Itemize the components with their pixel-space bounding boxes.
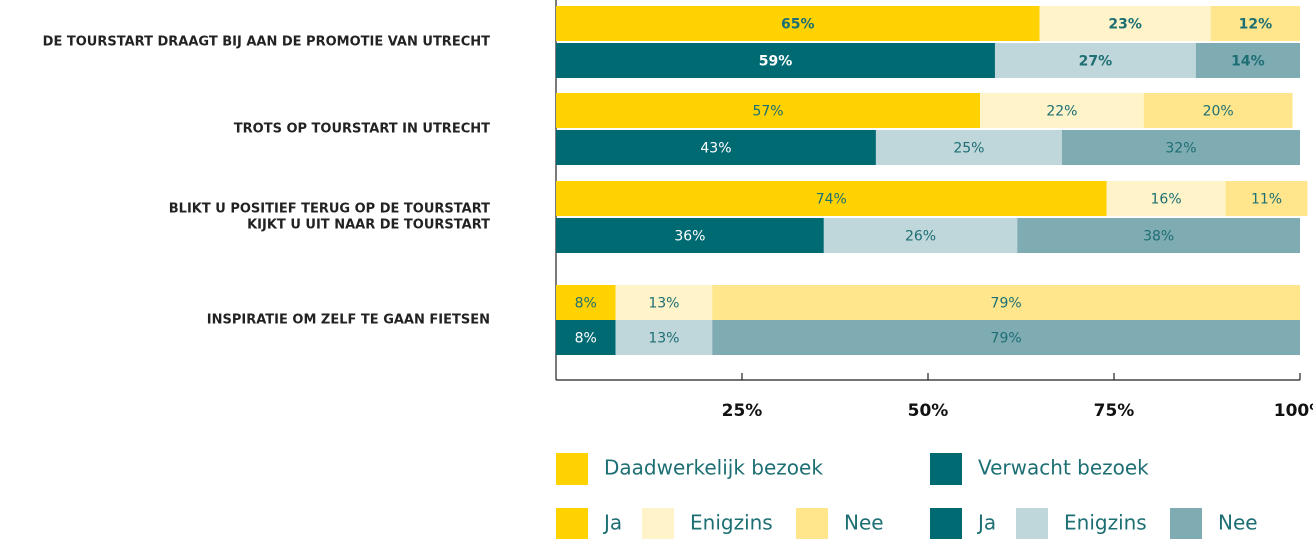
- legend-group-label: Daadwerkelijk bezoek: [604, 456, 823, 480]
- bar-segment: [712, 285, 1300, 320]
- bar-segment: [712, 320, 1300, 355]
- legend-swatch: [556, 453, 588, 485]
- value-label: 74%: [816, 192, 847, 208]
- value-label: 13%: [648, 331, 679, 347]
- x-tick-label: 75%: [1094, 401, 1135, 421]
- value-label: 8%: [575, 296, 597, 312]
- value-label: 38%: [1143, 229, 1174, 245]
- value-label: 57%: [752, 104, 783, 120]
- bar-segment: [556, 93, 981, 128]
- legend-label: Enigzins: [690, 511, 773, 535]
- value-label: 12%: [1239, 17, 1273, 33]
- value-label: 65%: [781, 17, 815, 33]
- bar-segment: [980, 93, 1144, 128]
- value-label: 59%: [759, 54, 793, 70]
- legend-swatch: [642, 508, 674, 539]
- legend-swatch: [1016, 508, 1048, 539]
- x-tick-label: 50%: [908, 401, 949, 421]
- value-label: 23%: [1108, 17, 1142, 33]
- bar-segment: [1017, 218, 1300, 253]
- bar-segment: [556, 285, 616, 320]
- value-label: 13%: [648, 296, 679, 312]
- bar-segment: [1106, 181, 1226, 216]
- legend-label: Nee: [844, 511, 884, 535]
- value-label: 16%: [1151, 192, 1182, 208]
- x-tick-label: 100%: [1274, 401, 1313, 421]
- category-label: KIJKT U UIT NAAR DE TOURSTART: [247, 218, 490, 233]
- bar-segment: [556, 181, 1107, 216]
- value-label: 43%: [700, 141, 731, 157]
- bar-segment: [1039, 6, 1211, 41]
- legend-label: Nee: [1218, 511, 1258, 535]
- x-tick-label: 25%: [722, 401, 763, 421]
- value-label: 25%: [953, 141, 984, 157]
- value-label: 20%: [1203, 104, 1234, 120]
- category-label: BLIKT U POSITIEF TERUG OP DE TOURSTART: [169, 202, 490, 217]
- legend-swatch: [556, 508, 588, 539]
- bar-segment: [994, 43, 1196, 78]
- value-label: 26%: [905, 229, 936, 245]
- value-label: 79%: [991, 331, 1022, 347]
- legend-label: Ja: [976, 511, 996, 535]
- legend-swatch: [930, 508, 962, 539]
- bar-segment: [1210, 6, 1300, 41]
- value-label: 79%: [991, 296, 1022, 312]
- bar-segment: [1143, 93, 1293, 128]
- value-label: 11%: [1251, 192, 1282, 208]
- value-label: 22%: [1046, 104, 1077, 120]
- bar-segment: [1061, 130, 1300, 165]
- legend-swatch: [796, 508, 828, 539]
- bar-segment: [823, 218, 1018, 253]
- legend-label: Ja: [602, 511, 622, 535]
- bar-segment: [556, 130, 876, 165]
- category-label: INSPIRATIE OM ZELF TE GAAN FIETSEN: [207, 313, 490, 328]
- value-label: 14%: [1231, 54, 1265, 70]
- bar-segment: [615, 285, 713, 320]
- legend-swatch: [1170, 508, 1202, 539]
- bar-segment: [556, 6, 1040, 41]
- bar-segment: [1195, 43, 1300, 78]
- value-label: 36%: [674, 229, 705, 245]
- bar-segment: [556, 320, 616, 355]
- category-label: TROTS OP TOURSTART IN UTRECHT: [234, 122, 490, 137]
- legend-label: Enigzins: [1064, 511, 1147, 535]
- bar-segment: [556, 43, 995, 78]
- category-label: DE TOURSTART DRAAGT BIJ AAN DE PROMOTIE …: [43, 35, 490, 50]
- value-label: 8%: [575, 331, 597, 347]
- value-label: 27%: [1079, 54, 1113, 70]
- legend-swatch: [930, 453, 962, 485]
- bar-segment: [1225, 181, 1308, 216]
- value-label: 32%: [1165, 141, 1196, 157]
- bar-segment: [875, 130, 1062, 165]
- bar-segment: [556, 218, 824, 253]
- legend-group-label: Verwacht bezoek: [978, 456, 1149, 480]
- bar-segment: [615, 320, 713, 355]
